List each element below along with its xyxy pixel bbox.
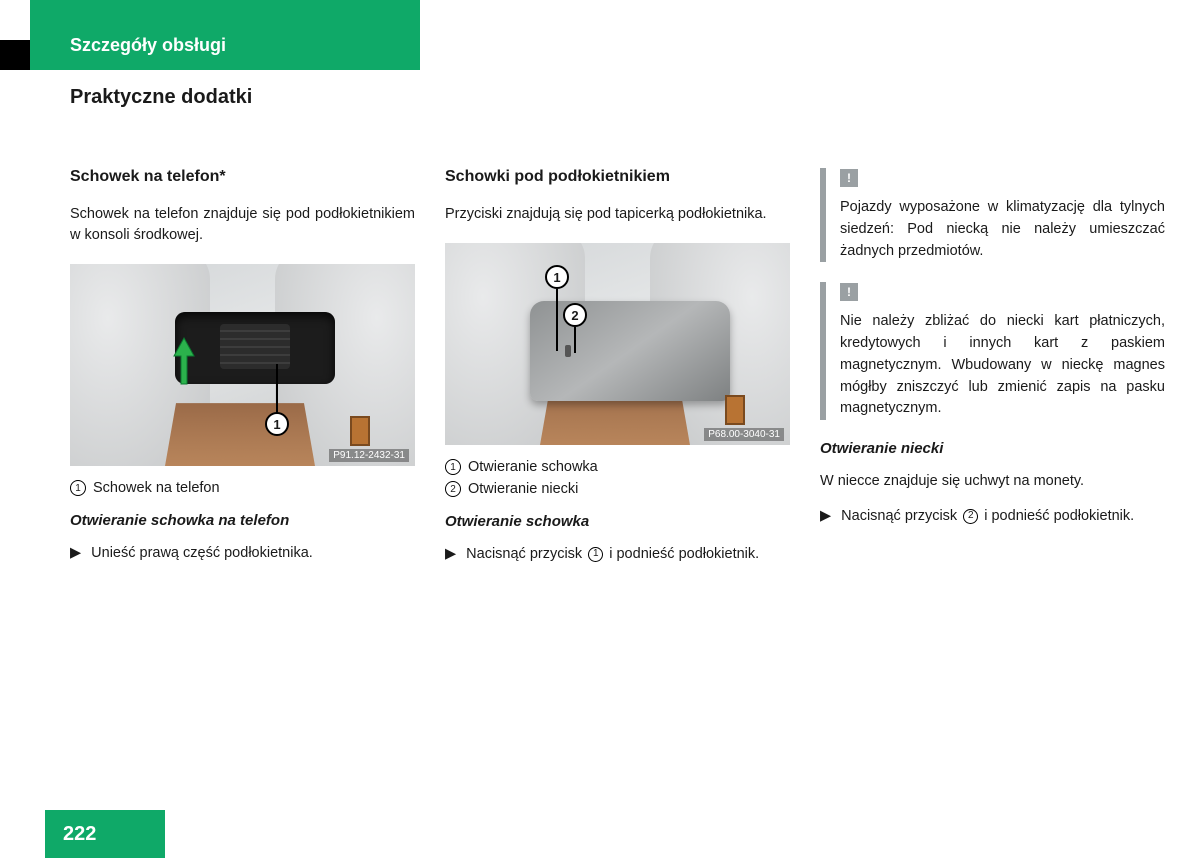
col2-action-1: ▶ Nacisnąć przycisk 1 i podnieść podłoki… xyxy=(445,544,790,565)
info-bar xyxy=(820,282,826,420)
info2-text: Nie należy zbliżać do niecki kart płatni… xyxy=(840,311,1165,420)
col3-body: W niecce znajduje się uchwyt na monety. xyxy=(820,471,1165,492)
col3-action-1: ▶ Nacisnąć przycisk 2 i podnieść podłoki… xyxy=(820,506,1165,527)
figure-phone-compartment: 1 P91.12-2432-31 xyxy=(70,264,415,466)
callout-1: 1 xyxy=(545,265,569,289)
legend-number-icon: 2 xyxy=(445,481,461,497)
col1-title: Schowek na telefon* xyxy=(70,168,415,186)
fig2-code: P68.00-3040-31 xyxy=(704,428,784,441)
figure-armrest-compartment: 1 2 P68.00-3040-31 xyxy=(445,243,790,445)
triangle-bullet-icon: ▶ xyxy=(820,506,831,527)
chapter-header: Szczegóły obsługi xyxy=(30,0,420,70)
callout-2: 2 xyxy=(563,303,587,327)
info-box-2: ! Nie należy zbliżać do niecki kart płat… xyxy=(820,282,1165,420)
legend-number-icon: 1 xyxy=(445,459,461,475)
col2-subheading: Otwieranie schowka xyxy=(445,513,790,530)
inline-ref-2-icon: 2 xyxy=(963,509,978,524)
column-1: Schowek na telefon* Schowek na telefon z… xyxy=(70,168,415,575)
legend-1-1: 1 Schowek na telefon xyxy=(70,480,415,496)
column-3: ! Pojazdy wyposażone w klimatyzację dla … xyxy=(820,168,1165,575)
chapter-title: Szczegóły obsługi xyxy=(70,35,226,56)
column-2: Schowki pod podłokietnikiem Przyciski zn… xyxy=(445,168,790,575)
col2-intro: Przyciski znajdują się pod tapicerką pod… xyxy=(445,204,790,225)
legend-2-1: 1 Otwieranie schowka xyxy=(445,459,790,475)
fig1-code: P91.12-2432-31 xyxy=(329,449,409,462)
info1-text: Pojazdy wyposażone w klimatyzację dla ty… xyxy=(840,197,1165,262)
legend-number-icon: 1 xyxy=(70,480,86,496)
lift-arrow-icon xyxy=(172,336,196,386)
callout-1: 1 xyxy=(265,412,289,436)
info-bar xyxy=(820,168,826,262)
legend-2-2: 2 Otwieranie niecki xyxy=(445,481,790,497)
info-box-1: ! Pojazdy wyposażone w klimatyzację dla … xyxy=(820,168,1165,262)
exclamation-icon: ! xyxy=(840,169,858,187)
triangle-bullet-icon: ▶ xyxy=(445,544,456,565)
col1-subheading: Otwieranie schowka na telefon xyxy=(70,512,415,529)
col1-intro: Schowek na telefon znajduje się pod podł… xyxy=(70,204,415,246)
page-number: 222 xyxy=(45,810,165,858)
triangle-bullet-icon: ▶ xyxy=(70,543,81,564)
exclamation-icon: ! xyxy=(840,283,858,301)
content-columns: Schowek na telefon* Schowek na telefon z… xyxy=(70,168,1166,575)
inline-ref-1-icon: 1 xyxy=(588,547,603,562)
section-title: Praktyczne dodatki xyxy=(70,86,252,109)
col3-subheading: Otwieranie niecki xyxy=(820,440,1165,457)
col1-action-1: ▶ Unieść prawą część podłokietnika. xyxy=(70,543,415,564)
col2-title: Schowki pod podłokietnikiem xyxy=(445,168,790,186)
